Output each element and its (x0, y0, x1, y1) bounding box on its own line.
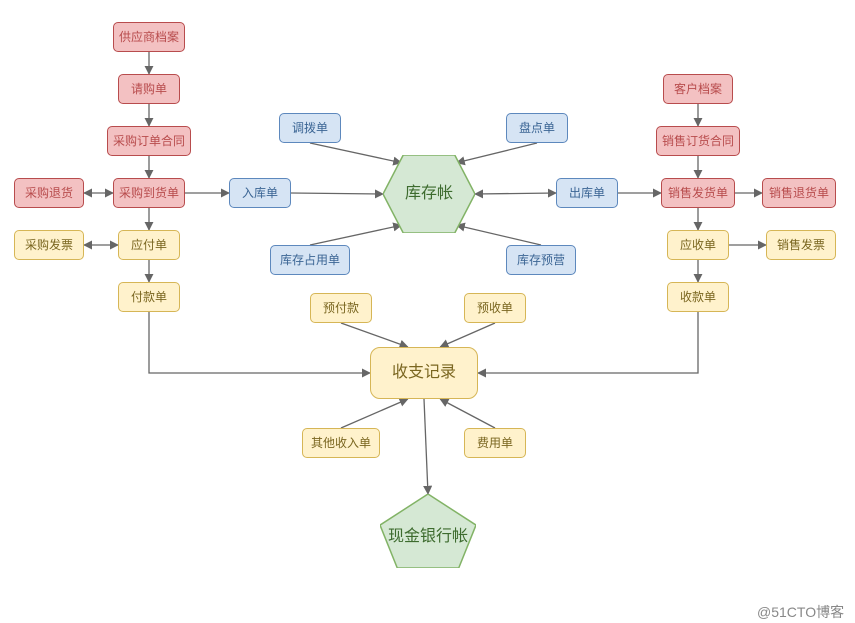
node-transfer: 调拨单 (279, 113, 341, 143)
flowchart-canvas: 供应商档案请购单采购订单合同采购退货采购到货单采购发票 应付单付款单 客户档案销售订… (0, 0, 855, 623)
node-inventory: 库存帐 (383, 155, 475, 233)
node-expense: 费用单 (464, 428, 526, 458)
node-po_invoice: 采购发票 (14, 230, 84, 260)
node-check: 盘点单 (506, 113, 568, 143)
node-ap: 应付单 (118, 230, 180, 260)
edge-cashflow-cashbank (424, 399, 428, 494)
node-other_income: 其他收入单 (302, 428, 380, 458)
node-payment: 付款单 (118, 282, 180, 312)
node-supplier: 供应商档案 (113, 22, 185, 52)
node-cashflow: 收支记录 (370, 347, 478, 399)
edge-prepay_out-cashflow (341, 323, 408, 347)
node-so_contract: 销售订货合同 (656, 126, 740, 156)
node-receipt: 收款单 (667, 282, 729, 312)
edge-prepay_in-cashflow (440, 323, 495, 347)
watermark-text: @51CTO博客 (757, 602, 844, 622)
node-customer: 客户档案 (663, 74, 733, 104)
edge-inventory-out_store (475, 193, 556, 194)
node-prepay_in: 预收单 (464, 293, 526, 323)
node-cashbank: 现金银行帐 (380, 494, 476, 568)
node-so_return: 销售退货单 (762, 178, 836, 208)
node-out_store: 出库单 (556, 178, 618, 208)
node-occupy: 库存占用单 (270, 245, 350, 275)
node-reserve: 库存预营 (506, 245, 576, 275)
node-po_return: 采购退货 (14, 178, 84, 208)
node-so_invoice: 销售发票 (766, 230, 836, 260)
edge-expense-cashflow (440, 399, 495, 428)
node-prepay_out: 预付款 (310, 293, 372, 323)
node-req: 请购单 (118, 74, 180, 104)
node-po_contract: 采购订单合同 (107, 126, 191, 156)
node-so_delivery: 销售发货单 (661, 178, 735, 208)
node-ar: 应收单 (667, 230, 729, 260)
edge-in_store-inventory (291, 193, 383, 194)
node-po_receipt: 采购到货单 (113, 178, 185, 208)
node-in_store: 入库单 (229, 178, 291, 208)
edge-other_income-cashflow (341, 399, 408, 428)
